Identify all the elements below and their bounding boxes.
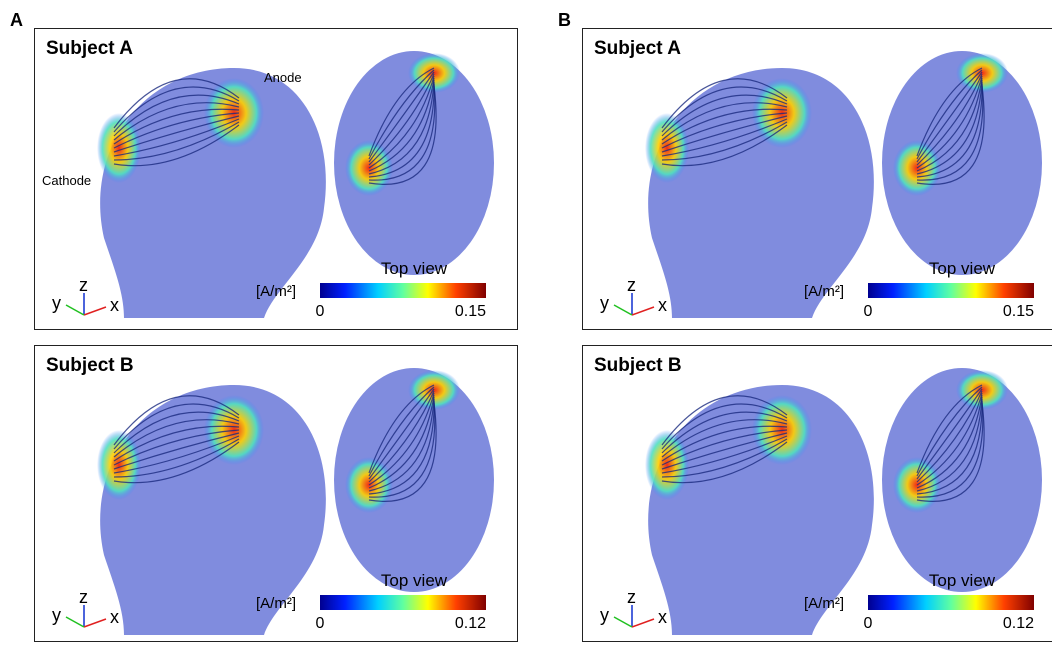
panel-label: A: [10, 10, 23, 31]
colorbar: [320, 595, 486, 610]
colorbar-unit: [A/m²]: [804, 283, 844, 300]
axis-label: z: [627, 275, 636, 295]
colorbar-tick-label: 0.15: [1003, 303, 1034, 320]
patch: [645, 113, 689, 183]
patch: [97, 113, 141, 183]
axis-arrow: [84, 619, 106, 627]
axis-label: y: [600, 605, 609, 625]
axis-label: x: [110, 295, 119, 315]
axis-label: x: [658, 295, 667, 315]
axis-label: z: [79, 275, 88, 295]
patch: [97, 430, 141, 500]
axis-arrow: [614, 617, 632, 627]
colorbar-unit: [A/m²]: [804, 595, 844, 612]
axis-arrow: [632, 307, 654, 315]
colorbar: [868, 595, 1034, 610]
colorbar-tick-label: 0.12: [455, 615, 486, 632]
annotation: Anode: [264, 70, 302, 85]
subfigure: Subject B Top view [A/m²] 0 0.12 yz x: [34, 345, 518, 642]
axis-label: y: [52, 605, 61, 625]
subfigure: Subject A Top view [A/m²] 0 0.15 yz x: [582, 28, 1052, 330]
colorbar-tick-label: 0.15: [455, 303, 486, 320]
colorbar-tick-label: 0: [316, 303, 325, 320]
subfigure: Subject A Top view Anode Cathode [A/m²] 0 0.15…: [34, 28, 518, 330]
subfigure-title: Subject B: [594, 355, 682, 376]
colorbar-tick-label: 0.12: [1003, 615, 1034, 632]
subfigure-title: Subject A: [594, 38, 681, 59]
view-label: Top view: [381, 571, 448, 590]
subfigure-title: Subject A: [46, 38, 133, 59]
colorbar-unit: [A/m²]: [256, 283, 296, 300]
annotation: Cathode: [42, 173, 91, 188]
axis-arrow: [614, 305, 632, 315]
view-label: Top view: [929, 259, 996, 278]
patch: [645, 430, 689, 500]
axis-label: x: [110, 607, 119, 627]
colorbar-unit: [A/m²]: [256, 595, 296, 612]
axis-label: z: [627, 587, 636, 607]
colorbar: [868, 283, 1034, 298]
colorbar-tick-label: 0: [864, 615, 873, 632]
axis-label: x: [658, 607, 667, 627]
axis-arrow: [66, 617, 84, 627]
axis-arrow: [66, 305, 84, 315]
axis-label: z: [79, 587, 88, 607]
subfigure-title: Subject B: [46, 355, 134, 376]
view-label: Top view: [929, 571, 996, 590]
panel-label: B: [558, 10, 571, 31]
axis-label: y: [52, 293, 61, 313]
axis-arrow: [632, 619, 654, 627]
subfigure: Subject B Top view [A/m²] 0 0.12 yz x: [582, 345, 1052, 642]
colorbar-tick-label: 0: [864, 303, 873, 320]
colorbar: [320, 283, 486, 298]
colorbar-tick-label: 0: [316, 615, 325, 632]
axis-arrow: [84, 307, 106, 315]
figure: A Subject A Top view Anode Cathode [A/m²] 0 0.1…: [0, 0, 1052, 648]
axis-label: y: [600, 293, 609, 313]
view-label: Top view: [381, 259, 448, 278]
